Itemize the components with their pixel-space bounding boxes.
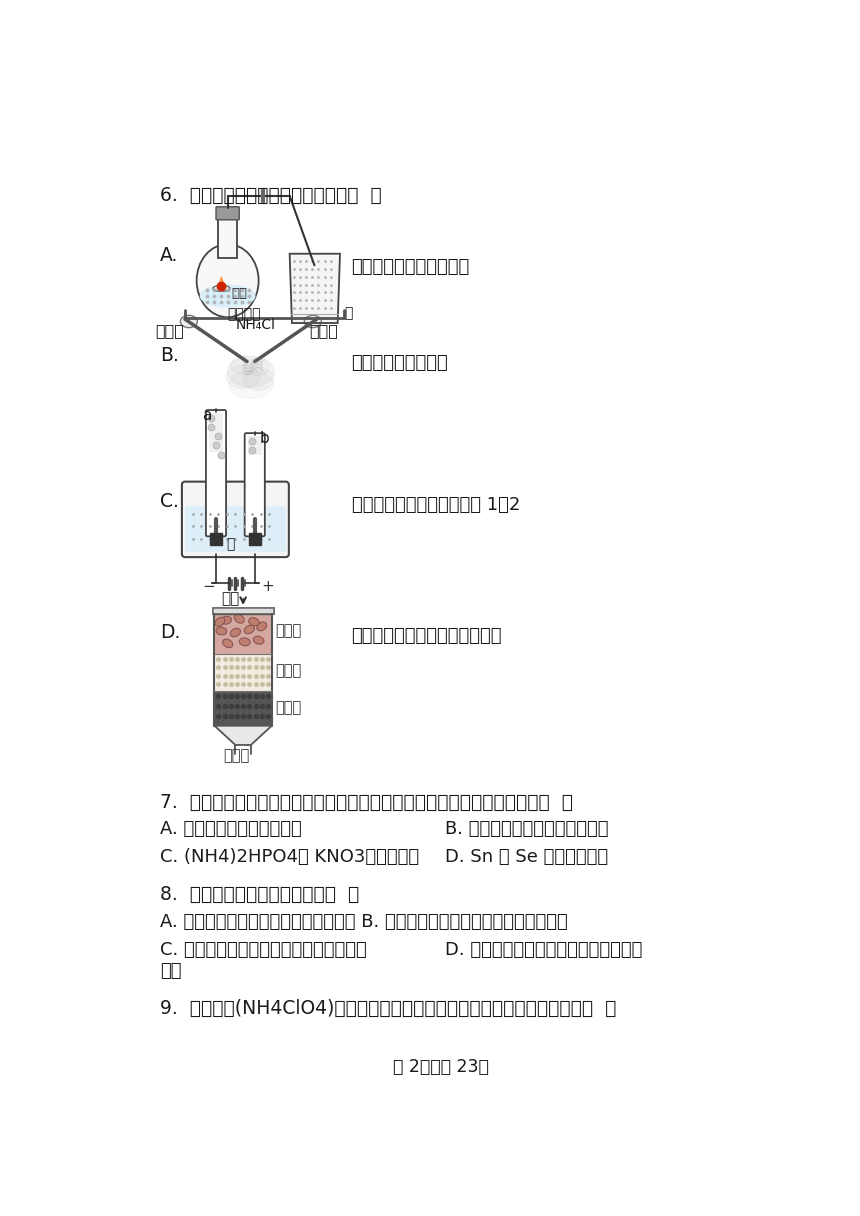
Text: B.: B. [160, 347, 179, 365]
Text: a: a [202, 407, 212, 423]
Text: 小卵石: 小卵石 [276, 624, 302, 638]
Text: 第 2页，共 23页: 第 2页，共 23页 [393, 1058, 488, 1076]
Text: 9.  高氯酸铵(NH4ClO4)可作火箭推进剂，它发生分解时，不可能生成的是（  ）: 9. 高氯酸铵(NH4ClO4)可作火箭推进剂，它发生分解时，不可能生成的是（ … [160, 1000, 617, 1018]
Bar [214, 654, 273, 691]
Bar [218, 219, 236, 258]
Text: A. 打开浓盐酸的试剂瓶，瓶口出现白烟 B. 用稀盐酸除铁锈，溶液由无色变成黄色: A. 打开浓盐酸的试剂瓶，瓶口出现白烟 B. 用稀盐酸除铁锈，溶液由无色变成黄色 [160, 913, 568, 930]
Text: +: + [261, 580, 273, 595]
Ellipse shape [197, 244, 259, 317]
Ellipse shape [230, 629, 241, 637]
Polygon shape [230, 371, 273, 399]
Text: 该简易净水器可将硬水变为软水: 该简易净水器可将硬水变为软水 [352, 627, 502, 646]
Text: C.: C. [160, 492, 179, 512]
Text: C. 硫在空气中燃烧发出明亮的蓝紫色火焰: C. 硫在空气中燃烧发出明亮的蓝紫色火焰 [160, 940, 367, 958]
FancyBboxPatch shape [182, 482, 289, 557]
Ellipse shape [200, 285, 255, 308]
FancyBboxPatch shape [213, 608, 274, 614]
Text: 8.  下列实验现象描述正确的是（  ）: 8. 下列实验现象描述正确的是（ ） [160, 885, 359, 905]
Polygon shape [230, 356, 259, 375]
Ellipse shape [234, 614, 244, 623]
Ellipse shape [254, 636, 264, 644]
Polygon shape [290, 254, 340, 323]
Text: 7.  物质多种多样，我们往往需要分类研究。下列物质的归类完全正确的是（  ）: 7. 物质多种多样，我们往往需要分类研究。下列物质的归类完全正确的是（ ） [160, 793, 574, 812]
FancyBboxPatch shape [216, 207, 239, 220]
Ellipse shape [216, 627, 227, 635]
Bar [209, 413, 223, 451]
Text: 能证明空气中氧气的含量: 能证明空气中氧气的含量 [352, 258, 470, 276]
Text: C. (NH4)2HPO4和 KNO3都是复合肥: C. (NH4)2HPO4和 KNO3都是复合肥 [160, 849, 420, 866]
Ellipse shape [223, 640, 233, 648]
Polygon shape [228, 356, 274, 387]
Bar [248, 437, 261, 456]
Text: 化碳: 化碳 [160, 962, 181, 980]
Text: 河水: 河水 [221, 591, 240, 606]
Text: D.: D. [160, 624, 181, 642]
Text: 水: 水 [344, 306, 353, 320]
Ellipse shape [213, 286, 230, 292]
Ellipse shape [215, 618, 224, 626]
Text: 6.  有关下列实验的说法不正确的是（  ）: 6. 有关下列实验的说法不正确的是（ ） [160, 186, 382, 206]
Text: 红磷: 红磷 [231, 287, 248, 300]
Text: A. 干冰和熟石灰都是氧化物: A. 干冰和熟石灰都是氧化物 [160, 821, 302, 839]
Polygon shape [243, 368, 274, 390]
Ellipse shape [239, 638, 250, 646]
FancyBboxPatch shape [245, 433, 265, 536]
Text: NH₄Cl: NH₄Cl [236, 317, 275, 332]
Text: 活性炭: 活性炭 [276, 700, 302, 715]
Text: 石英沙: 石英沙 [276, 664, 302, 679]
Text: A.: A. [160, 246, 179, 265]
Ellipse shape [221, 617, 231, 624]
Ellipse shape [244, 625, 255, 634]
Text: b: b [260, 430, 269, 446]
Text: （白烟）: （白烟） [228, 308, 261, 321]
Bar [214, 691, 273, 726]
Bar [214, 614, 273, 654]
Text: 膨松棉: 膨松棉 [224, 748, 250, 764]
Ellipse shape [304, 315, 322, 327]
Text: D. 一氧化碳还原氧化铁，生成铁和二氧: D. 一氧化碳还原氧化铁，生成铁和二氧 [445, 940, 642, 958]
Polygon shape [218, 277, 224, 286]
Text: 浓盐酸: 浓盐酸 [309, 323, 338, 338]
FancyBboxPatch shape [206, 410, 226, 536]
Text: 水: 水 [226, 537, 235, 551]
Text: 说明分子在不断运动: 说明分子在不断运动 [352, 354, 448, 372]
Polygon shape [226, 365, 261, 388]
Polygon shape [245, 359, 269, 376]
Text: 正、负极产生气体体积比为 1：2: 正、负极产生气体体积比为 1：2 [352, 496, 520, 514]
Text: 浓氨水: 浓氨水 [156, 323, 184, 338]
Text: −: − [203, 580, 216, 595]
Text: D. Sn 和 Se 都是金属元素: D. Sn 和 Se 都是金属元素 [445, 849, 608, 866]
Text: B. 合金和合成纤维都是合成材料: B. 合金和合成纤维都是合成材料 [445, 821, 608, 839]
Ellipse shape [257, 621, 267, 631]
Ellipse shape [181, 315, 198, 327]
Polygon shape [214, 726, 272, 745]
Ellipse shape [249, 618, 259, 626]
FancyBboxPatch shape [185, 506, 286, 552]
